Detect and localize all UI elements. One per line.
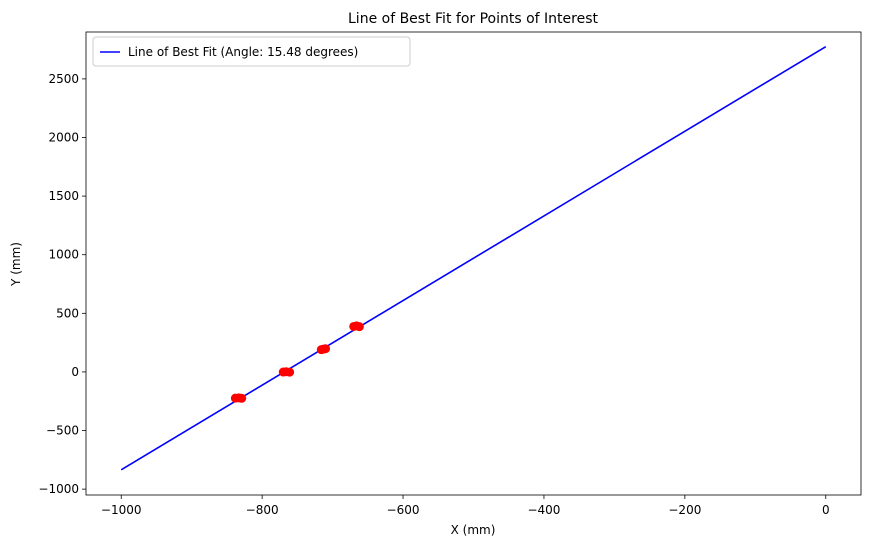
legend-label: Line of Best Fit (Angle: 15.48 degrees)	[128, 45, 358, 59]
scatter-point	[237, 393, 247, 403]
y-tick-label: 2500	[48, 72, 79, 86]
y-tick-label: 1500	[48, 189, 79, 203]
axes	[85, 31, 862, 496]
x-tick-label: −600	[387, 503, 420, 517]
scatter-point	[321, 344, 331, 354]
y-axis-label: Y (mm)	[9, 242, 23, 287]
scatter-point	[354, 322, 364, 332]
x-axis-ticks: −1000 −800 −600 −400 −200 0	[101, 495, 830, 517]
x-tick-label: 0	[822, 503, 830, 517]
legend-box	[92, 36, 411, 67]
y-tick-label: 500	[56, 306, 79, 320]
best-fit-line	[120, 45, 827, 471]
y-axis-ticks: −1000 −500 0 500 1000 1500 2000 2500	[38, 72, 86, 496]
plot-frame	[85, 31, 862, 496]
plot-area	[120, 45, 827, 471]
x-axis-label: X (mm)	[451, 523, 496, 537]
scatter-point	[285, 367, 295, 377]
chart-title: Line of Best Fit for Points of Interest	[348, 11, 598, 27]
legend: Line of Best Fit (Angle: 15.48 degrees)	[92, 36, 411, 67]
x-tick-label: −200	[668, 503, 701, 517]
y-tick-label: 2000	[48, 130, 79, 144]
x-tick-label: −400	[527, 503, 560, 517]
y-tick-label: −500	[46, 424, 79, 438]
y-tick-label: −1000	[38, 482, 79, 496]
y-tick-label: 0	[71, 365, 79, 379]
x-tick-label: −1000	[101, 503, 142, 517]
x-tick-label: −800	[246, 503, 279, 517]
y-tick-label: 1000	[48, 248, 79, 262]
